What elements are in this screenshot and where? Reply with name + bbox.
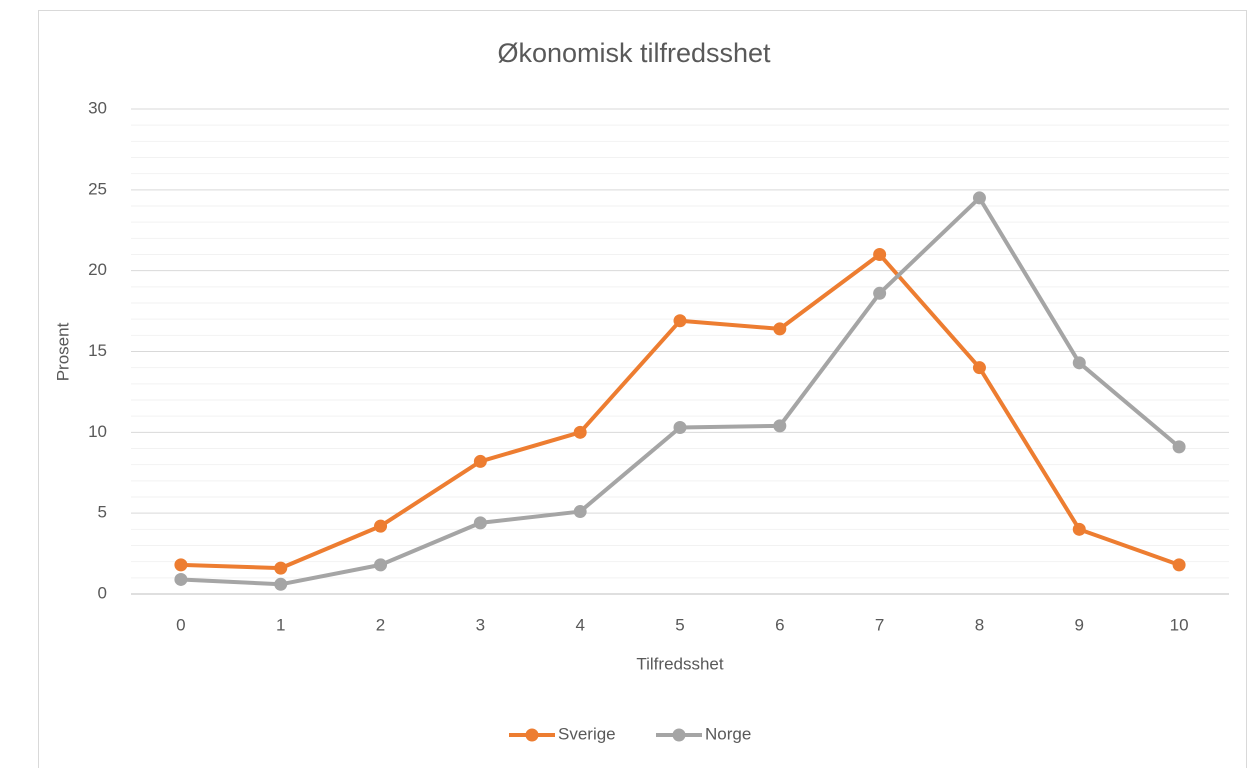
data-point [773, 322, 787, 336]
x-tick-label: 7 [875, 615, 884, 634]
x-tick-label: 0 [176, 615, 185, 634]
legend-label: Sverige [558, 724, 616, 743]
data-point [673, 420, 687, 434]
chart-title: Økonomisk tilfredsshet [497, 38, 771, 68]
data-point [1072, 356, 1086, 370]
x-tick-label: 9 [1075, 615, 1084, 634]
x-tick-label: 8 [975, 615, 984, 634]
data-point [573, 505, 587, 519]
data-point [873, 248, 887, 261]
y-tick-label: 25 [88, 179, 107, 198]
data-point [473, 454, 487, 468]
legend-marker [525, 728, 539, 742]
data-point [773, 419, 787, 433]
data-point [573, 425, 587, 439]
y-tick-label: 30 [88, 98, 107, 117]
data-point [374, 558, 388, 572]
data-point [274, 561, 288, 575]
chart-border [38, 10, 1247, 768]
y-tick-label: 10 [88, 422, 107, 441]
x-tick-label: 3 [476, 615, 485, 634]
data-point [1172, 440, 1186, 454]
x-tick-label: 5 [675, 615, 684, 634]
x-tick-label: 2 [376, 615, 385, 634]
y-tick-label: 15 [88, 341, 107, 360]
y-axis-label: Prosent [53, 322, 72, 381]
data-point [174, 572, 188, 586]
data-point [374, 519, 388, 533]
data-point [473, 516, 487, 530]
data-point [174, 558, 188, 572]
data-point [972, 191, 986, 205]
data-point [873, 286, 887, 300]
x-axis-label: Tilfredsshet [636, 654, 724, 673]
y-tick-label: 20 [88, 260, 107, 279]
x-tick-label: 1 [276, 615, 285, 634]
data-point [274, 577, 288, 591]
x-tick-label: 10 [1170, 615, 1189, 634]
data-point [1072, 522, 1086, 536]
y-tick-label: 0 [98, 583, 107, 602]
y-tick-label: 5 [98, 503, 107, 522]
legend-marker [672, 728, 686, 742]
x-tick-label: 6 [775, 615, 784, 634]
x-tick-label: 4 [575, 615, 584, 634]
data-point [972, 361, 986, 375]
legend-label: Norge [705, 724, 751, 743]
data-point [1172, 558, 1186, 572]
data-point [673, 314, 687, 328]
